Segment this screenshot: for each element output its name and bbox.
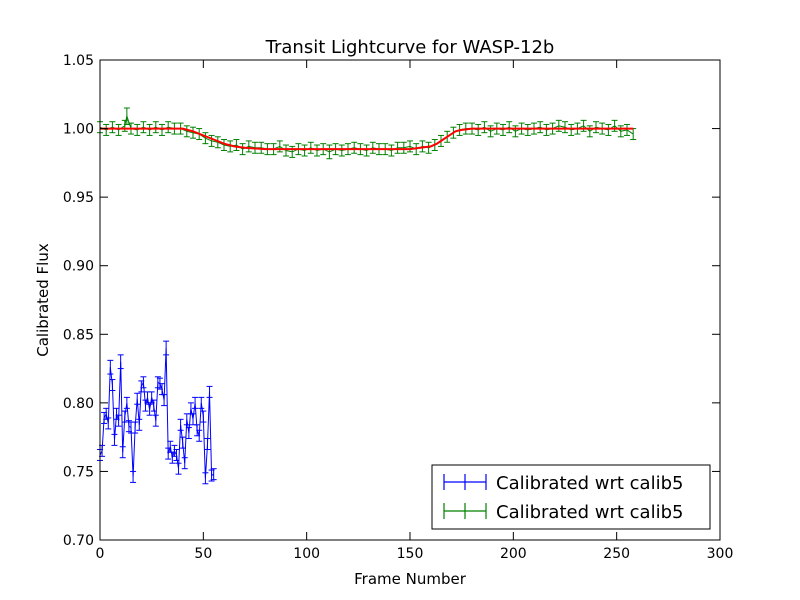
- y-tick-label: 0.75: [63, 464, 94, 480]
- y-tick-label: 1.05: [63, 53, 94, 69]
- x-tick-label: 300: [707, 546, 734, 562]
- x-tick-label: 150: [397, 546, 424, 562]
- legend-label-series-2: Calibrated wrt calib5: [496, 502, 683, 523]
- legend-box: [431, 464, 711, 530]
- y-tick-label: 0.80: [63, 396, 94, 412]
- series-1: [97, 340, 217, 485]
- x-tick-label: 0: [96, 546, 105, 562]
- chart-title: Transit Lightcurve for WASP-12b: [265, 37, 555, 58]
- y-tick-label: 0.90: [63, 259, 94, 275]
- y-axis-label: Calibrated Flux: [34, 243, 52, 357]
- x-axis-label: Frame Number: [354, 570, 467, 588]
- series-3: [100, 127, 634, 151]
- axis-ticks: 0 50 100 150 200 250 300 0.70 0.75 0.80 0.85 0.90 0.…: [63, 53, 734, 562]
- legend: Calibrated wrt calib5 Calibrated wrt cal…: [431, 464, 711, 530]
- y-tick-label: 0.85: [63, 327, 94, 343]
- y-tick-label: 0.70: [63, 533, 94, 549]
- x-tick-label: 50: [194, 546, 212, 562]
- legend-label-series-1: Calibrated wrt calib5: [496, 473, 683, 494]
- model-fit-line: [100, 127, 634, 151]
- y-tick-label: 0.95: [63, 190, 94, 206]
- x-tick-label: 100: [293, 546, 320, 562]
- y-tick-label: 1.00: [63, 122, 94, 138]
- series-line: [99, 347, 214, 479]
- legend-marker-series-2: [443, 503, 487, 519]
- plot-content: [97, 107, 637, 485]
- x-tick-label: 250: [603, 546, 630, 562]
- legend-marker-series-1: [443, 474, 487, 490]
- x-tick-label: 200: [500, 546, 527, 562]
